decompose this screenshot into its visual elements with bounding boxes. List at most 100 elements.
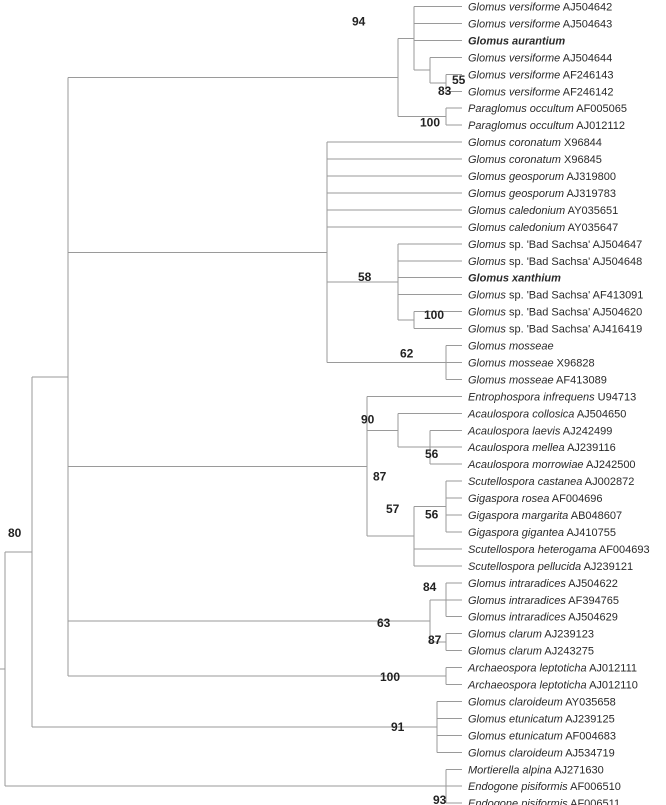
leaf-label: Glomus intraradices AJ504629 [468,612,618,624]
accession-number: AJ239116 [565,442,616,454]
leaf-label: Glomus caledonium AY035651 [468,205,618,217]
taxon-name: Mortierella alpina [468,764,552,776]
leaf-label: Scutellospora castanea AJ002872 [468,476,634,488]
bootstrap-value: 56 [425,508,439,522]
bootstrap-value: 84 [423,580,437,594]
taxon-name: Glomus xanthium [468,273,561,285]
taxon-name: Scutellospora heterogama [468,544,596,556]
leaf-label: Acaulospora collosica AJ504650 [467,408,626,420]
taxon-name: Glomus intraradices [468,612,566,624]
accession-number: AJ319800 [564,171,616,183]
taxon-name: Glomus claroideum [468,747,563,759]
accession-number: AJ534719 [563,747,615,759]
taxon-name: Glomus [468,324,506,336]
leaf-label: Glomus etunicatum AF004683 [468,730,616,742]
leaf-label: Glomus versiforme AJ504642 [468,2,612,14]
accession-number: AJ319783 [564,188,616,200]
taxon-name: Acaulospora collosica [467,408,574,420]
accession-number: U94713 [595,391,637,403]
taxon-name: Acaulospora morrowiae [467,459,584,471]
accession-number: AB048607 [568,510,622,522]
taxon-name: Glomus [468,256,506,268]
taxon-name: Paraglomus occultum [468,103,574,115]
taxon-name: Glomus aurantium [468,35,565,47]
taxon-name: Glomus mosseae [468,341,554,353]
leaf-label: Glomus claroideum AY035658 [468,696,616,708]
leaf-label: Glomus intraradices AF394765 [468,595,619,607]
leaf-label: Acaulospora morrowiae AJ242500 [467,459,636,471]
taxon-name: Glomus coronatum [468,154,561,166]
leaf-label: Gigaspora margarita AB048607 [468,510,622,522]
leaf-label: Gigaspora gigantea AJ410755 [468,527,616,539]
taxon-name: Glomus versiforme [468,2,560,14]
accession-number: AF006511 [568,798,620,805]
accession-number: X96844 [561,137,602,149]
leaf-label: Glomus geosporum AJ319783 [468,188,616,200]
accession-number: X96828 [554,357,595,369]
taxon-name: Scutellospora pellucida [468,561,581,573]
accession-number: sp. 'Bad Sachsa' AJ504648 [506,256,642,268]
leaf-label: Glomus etunicatum AJ239125 [468,713,615,725]
taxon-name: Glomus mosseae [468,357,554,369]
leaf-label: Glomus clarum AJ243275 [468,646,594,658]
taxon-name: Glomus versiforme [468,52,560,64]
accession-number: AF246143 [560,69,613,81]
accession-number: sp. 'Bad Sachsa' AJ416419 [506,324,642,336]
bootstrap-value: 83 [438,84,452,98]
accession-number: AF004696 [549,493,602,505]
accession-number: AF394765 [566,595,619,607]
taxon-name: Glomus intraradices [468,578,566,590]
taxon-name: Glomus [468,239,506,251]
taxon-name: Glomus versiforme [468,86,560,98]
accession-number: AJ239121 [581,561,633,573]
bootstrap-value: 58 [358,270,372,284]
taxon-name: Acaulospora laevis [467,425,561,437]
bootstrap-value: 80 [8,526,22,540]
accession-number: sp. 'Bad Sachsa' AF413091 [506,290,644,302]
taxon-name: Paraglomus occultum [468,120,574,132]
accession-number: sp. 'Bad Sachsa' AJ504647 [506,239,642,251]
taxon-name: Endogone pisiformis [468,781,568,793]
taxon-name: Archaeospora leptoticha [467,663,587,675]
taxon-name: Gigaspora gigantea [468,527,564,539]
taxon-name: Glomus geosporum [468,171,564,183]
leaf-label: Scutellospora heterogama AF004693 [468,544,650,556]
accession-number: AJ504629 [566,612,618,624]
accession-number: AJ243275 [542,646,594,658]
bootstrap-value: 90 [361,412,375,426]
leaf-label: Glomus sp. 'Bad Sachsa' AJ504647 [468,239,642,251]
bootstrap-value: 87 [373,469,387,483]
accession-number: AJ239125 [563,713,615,725]
taxon-name: Glomus etunicatum [468,730,563,742]
accession-number: AF413089 [554,374,607,386]
accession-number: AF004683 [563,730,616,742]
accession-number: AF004693 [596,544,649,556]
bootstrap-value: 91 [391,720,405,734]
tree-branches [0,6,462,804]
bootstrap-value: 100 [420,116,440,130]
leaf-label: Glomus mosseae AF413089 [468,374,607,386]
taxon-name: Gigaspora rosea [468,493,549,505]
leaf-label: Glomus sp. 'Bad Sachsa' AJ504620 [468,307,642,319]
leaf-label: Paraglomus occultum AF005065 [468,103,627,115]
accession-number: AF246142 [560,86,613,98]
bootstrap-value: 93 [433,793,447,805]
taxon-name: Entrophospora infrequens [468,391,595,403]
taxon-name: Glomus caledonium [468,205,565,217]
accession-number: AJ410755 [564,527,616,539]
leaf-label: Glomus xanthium [468,273,561,285]
leaf-label: Glomus aurantium [468,35,565,47]
leaf-label: Glomus versiforme AF246143 [468,69,614,81]
accession-number: AY035651 [565,205,618,217]
accession-number: sp. 'Bad Sachsa' AJ504620 [506,307,642,319]
taxon-name: Glomus etunicatum [468,713,563,725]
accession-number: AJ012112 [574,120,625,132]
accession-number: AJ242500 [584,459,636,471]
leaf-label: Glomus coronatum X96845 [468,154,602,166]
leaf-label: Glomus mosseae [468,341,554,353]
taxon-name: Glomus clarum [468,629,542,641]
accession-number: AF005065 [574,103,627,115]
